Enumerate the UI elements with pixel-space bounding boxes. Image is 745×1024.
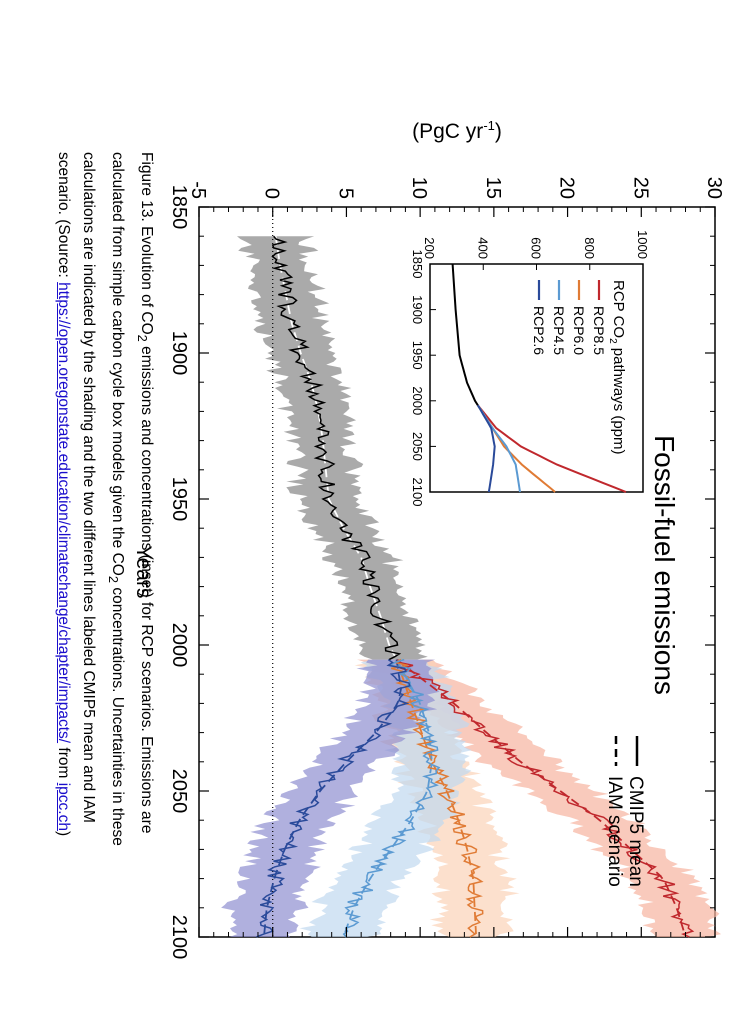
cmip5-line-rcp85: [397, 659, 695, 938]
y-tick-label: 30: [703, 177, 725, 199]
iam-line-rcp26: [263, 659, 402, 935]
x-axis-label: Years: [132, 546, 155, 599]
caption-text-1: Figure 13. Evolution of CO: [138, 152, 155, 335]
caption-subscript-2: 2: [105, 575, 121, 584]
y-tick-label: -5: [187, 181, 209, 199]
inset-y-tick-label: 400: [475, 237, 490, 259]
inset-line-rcp85: [477, 404, 627, 493]
x-tick-label: 2100: [168, 915, 190, 960]
source-link[interactable]: https://open.oregonstate.education/clima…: [54, 282, 72, 744]
inset-x-tick-label: 2000: [410, 386, 425, 415]
x-tick-label: 1950: [168, 477, 190, 522]
cmip5-line-historical: [271, 235, 402, 661]
inset-axes: 1850 1900 1950 2000 2050 2100 200 400 600 800 1000: [410, 230, 650, 506]
inset-legend-label-rcp60: RCP6.0: [571, 306, 587, 355]
x-tick-label: 2050: [168, 769, 190, 814]
legend-dashed-label: IAM scenario: [604, 776, 625, 887]
inset-legend-label-rcp26: RCP2.6: [531, 306, 547, 355]
legend-solid-label: CMIP5 mean: [625, 776, 646, 887]
ipcc-link[interactable]: ipcc.ch: [54, 782, 72, 831]
inset-y-tick-label: 800: [582, 237, 597, 259]
inset-legend-label-rcp45: RCP4.5: [551, 306, 567, 355]
band-rcp26: [221, 659, 440, 937]
y-tick-label: 20: [556, 177, 578, 199]
cmip5-line-rcp45: [342, 658, 441, 938]
x-tick-label: 1850: [168, 185, 190, 230]
inset-y-tick-label: 600: [529, 237, 544, 259]
inset-line-rcp26: [477, 404, 496, 493]
legend: CMIP5 mean IAM scenario: [604, 736, 646, 887]
iam-line-rcp85: [396, 658, 686, 935]
caption-subscript-1: 2: [134, 334, 150, 342]
y-tick-label: 0: [261, 188, 283, 199]
y-axis-label-close: ): [495, 120, 502, 143]
inset-x-tick-label: 1850: [410, 250, 425, 279]
x-tick-label: 2000: [168, 623, 190, 668]
inset-y-tick-label: 1000: [635, 230, 650, 259]
inset-legend-label-rcp85: RCP8.5: [591, 306, 607, 355]
inset-line-historical: [451, 263, 479, 406]
cmip5-mean-lines: [256, 235, 695, 938]
co2-concentration-inset: 1850 1900 1950 2000 2050 2100 200 400 600 800 1000…: [410, 230, 650, 506]
y-tick-label: 25: [629, 177, 651, 199]
cmip5-line-rcp26: [256, 658, 411, 938]
y-axis-label-main: (PgC yr: [412, 120, 483, 143]
inset-title-pre: RCP CO: [610, 280, 627, 338]
inset-x-tick-label: 1950: [410, 341, 425, 370]
inset-title-post: pathways (ppm): [610, 344, 627, 455]
inset-x-tick-label: 2100: [410, 478, 425, 507]
inset-title: RCP CO2 pathways (ppm): [607, 280, 627, 455]
y-axis-label: (PgC yr-1): [412, 118, 502, 143]
caption-text-4: from: [54, 743, 72, 783]
y-axis-label-superscript: -1: [483, 118, 495, 133]
x-tick-label: 1900: [168, 331, 190, 376]
caption-text-5: ): [54, 830, 72, 837]
chart-title: Fossil-fuel emissions: [649, 435, 680, 695]
iam-line-historical: [274, 236, 396, 658]
y-tick-label: 15: [482, 177, 504, 199]
figure-caption: Figure 13. Evolution of CO2 emissions an…: [51, 152, 159, 882]
inset-title-subscript: 2: [607, 338, 618, 344]
y-tick-label: 5: [334, 188, 356, 199]
inset-series-lines: [451, 263, 627, 493]
main-axes: 1850 1900 1950 2000 2050 2100 -5 0 5 10 15 20 25 30: [168, 177, 725, 960]
y-tick-label: 10: [408, 177, 430, 199]
inset-x-tick-label: 1900: [410, 295, 425, 324]
band-historical: [237, 236, 428, 660]
inset-x-tick-label: 2050: [410, 432, 425, 461]
inset-y-tick-label: 200: [422, 237, 437, 259]
